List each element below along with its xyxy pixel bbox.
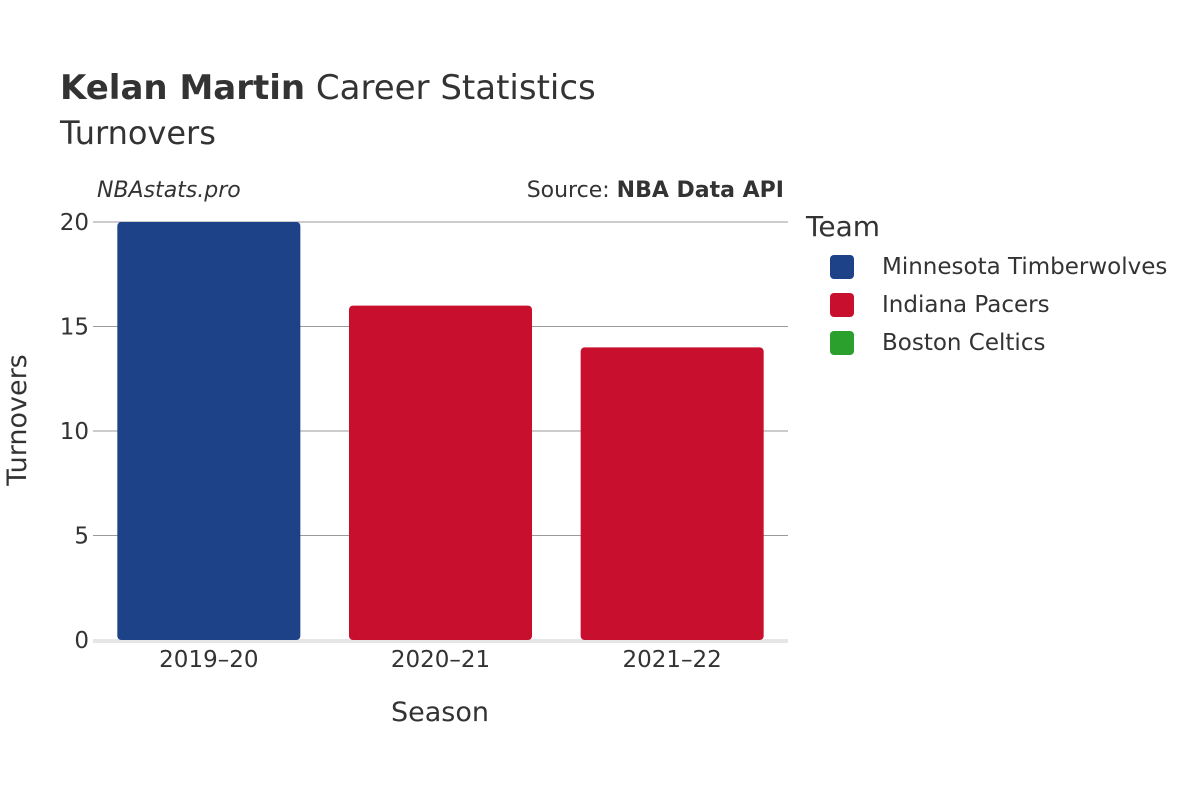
title-suffix: Career Statistics [305,68,596,108]
y-tick-label: 20 [60,210,89,236]
y-tick-label: 5 [74,524,89,550]
y-axis-label: Turnovers [2,354,33,487]
brand-watermark: NBAstats.pro [97,178,241,203]
bar-2019–20[interactable] [117,222,301,640]
y-tick-label: 0 [74,628,89,654]
x-tick-label: 2019–20 [159,647,258,673]
x-axis-label: Season [391,697,489,728]
legend-swatch [830,255,854,279]
legend-label: Minnesota Timberwolves [882,254,1168,280]
chart-title: Kelan Martin Career Statistics [60,68,596,108]
x-tick-label: 2020–21 [391,647,490,673]
y-tick-label: 15 [60,315,89,341]
y-tick-label: 10 [60,419,89,445]
legend-swatch [830,293,854,317]
bar-2021–22[interactable] [580,347,764,640]
bars [117,222,764,640]
x-tick-label: 2021–22 [623,647,722,673]
legend-item-boston-celtics[interactable]: Boston Celtics [830,330,1045,356]
legend-title: Team [806,210,881,243]
legend-swatch [830,331,854,355]
legend-item-indiana-pacers[interactable]: Indiana Pacers [830,292,1050,318]
bar-2020–21[interactable] [348,305,533,640]
legend-label: Boston Celtics [882,330,1046,356]
legend-label: Indiana Pacers [882,292,1050,318]
y-tick-labels: 0 5 10 15 20 [60,210,89,654]
source-prefix: Source: [526,178,617,203]
source-credit: Source: NBA Data API [527,178,784,203]
legend-item-minnesota-timberwolves[interactable]: Minnesota Timberwolves [830,254,1167,280]
chart-subtitle: Turnovers [60,114,216,152]
player-name: Kelan Martin [60,68,306,108]
x-tick-labels: 2019–20 2020–21 2021–22 [159,647,722,673]
source-name: NBA Data API [616,178,784,203]
